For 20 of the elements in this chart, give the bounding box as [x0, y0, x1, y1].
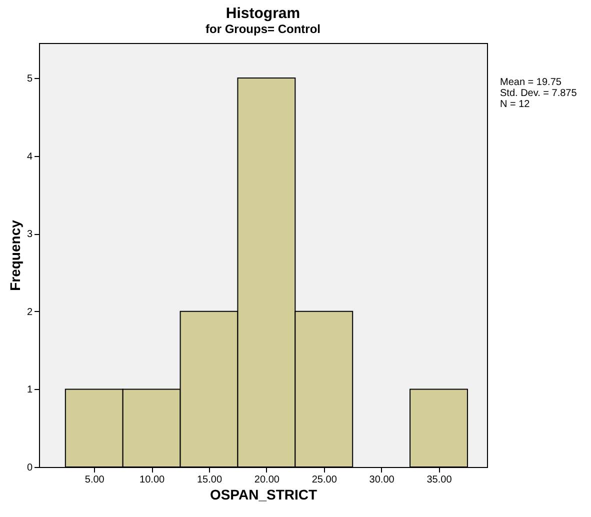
- y-tick-label: 4: [26, 151, 33, 162]
- x-tick-label: 20.00: [254, 474, 280, 486]
- x-tick-label: 30.00: [369, 474, 395, 486]
- x-tick-label: 5.00: [84, 474, 105, 486]
- chart-title: Histogram: [226, 5, 300, 22]
- y-axis-title: Frequency: [6, 220, 23, 291]
- text: Std. Dev. = 7.875: [500, 88, 577, 99]
- text: Mean = 19.75: [500, 77, 562, 88]
- x-tick-label: 15.00: [196, 474, 222, 486]
- x-tick-label: 10.00: [140, 474, 166, 486]
- y-tick-label: 1: [26, 384, 33, 396]
- y-tick-label: 2: [26, 306, 33, 318]
- text: N = 12: [500, 99, 531, 110]
- y-tick-label: 0: [26, 462, 33, 474]
- x-tick-label: 35.00: [426, 474, 452, 486]
- chart-subtitle: for Groups= Control: [206, 22, 320, 36]
- y-tick-label: 5: [26, 74, 33, 85]
- x-tick-label: 25.00: [312, 474, 338, 486]
- x-axis-title: OSPAN_STRICT: [210, 486, 318, 502]
- y-tick-label: 3: [26, 229, 33, 240]
